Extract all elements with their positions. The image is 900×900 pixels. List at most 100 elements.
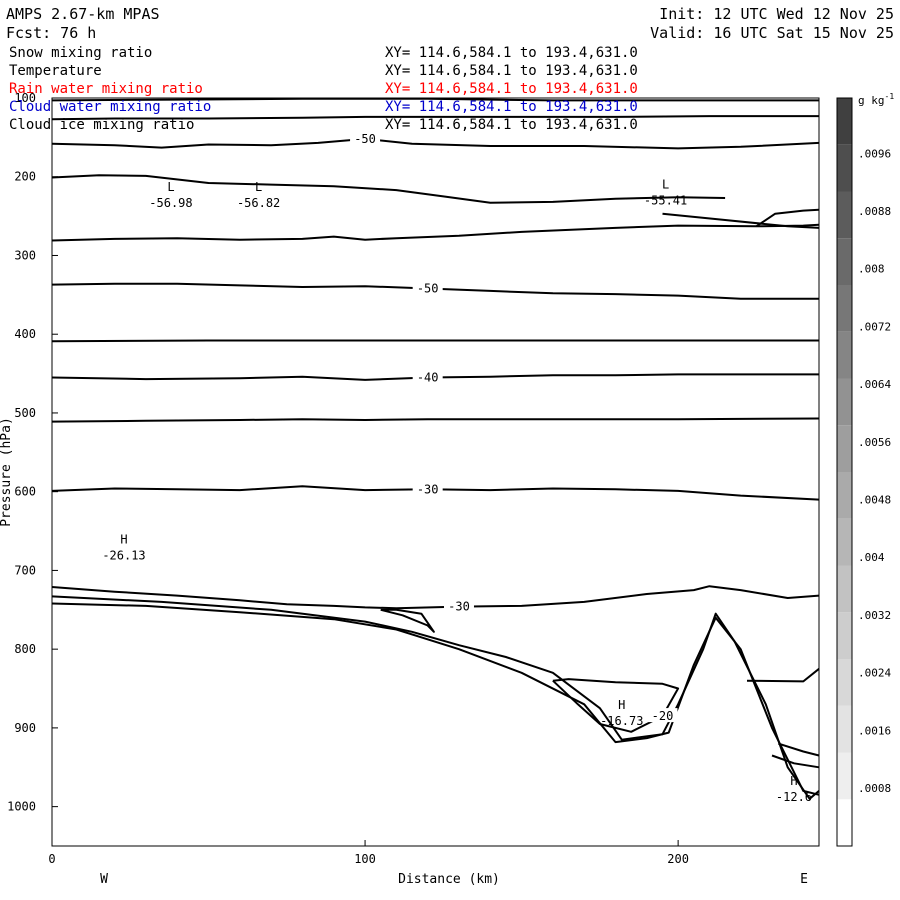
y-tick-label: 200 xyxy=(14,170,36,184)
y-tick-label: 100 xyxy=(14,91,36,105)
contour-line xyxy=(51,339,819,343)
y-tick-label: 700 xyxy=(14,563,36,577)
contour-label: -30 xyxy=(448,600,470,614)
plot-frame xyxy=(51,97,820,847)
extremum-value: -16.73 xyxy=(600,714,643,728)
contour-line xyxy=(51,602,820,796)
y-tick-label: 900 xyxy=(14,721,36,735)
variable-name: Rain water mixing ratio xyxy=(9,81,203,97)
contour-label-bg xyxy=(647,708,678,723)
variable-name: Cloud ice mixing ratio xyxy=(9,117,194,133)
axis-ticks: 0 100 200 100 200 300 400 500 600 700 800 900 1000 xyxy=(7,91,689,866)
colorbar-label: .0032 xyxy=(858,609,891,622)
contour-label: -30 xyxy=(417,482,439,496)
x-tick-label: 0 xyxy=(48,852,55,866)
east-label: E xyxy=(800,872,808,887)
contour-line xyxy=(51,595,820,800)
contour-label: -20 xyxy=(652,709,674,723)
x-axis-label: Distance (km) xyxy=(398,872,500,887)
contour-label-bg xyxy=(443,598,474,613)
contour-line xyxy=(51,97,819,102)
init-time: Init: 12 UTC Wed 12 Nov 25 xyxy=(659,5,894,23)
colorbar-swatch xyxy=(837,705,852,753)
contour-label-bg xyxy=(412,369,443,384)
contour-line xyxy=(380,608,435,633)
colorbar-swatch xyxy=(837,612,852,659)
colorbar-label: .0048 xyxy=(858,494,891,507)
forecast-hour: Fcst: 76 h xyxy=(6,24,96,42)
contour-line xyxy=(755,208,820,228)
variable-name: Snow mixing ratio xyxy=(9,45,152,61)
contour-line xyxy=(662,212,820,229)
contour-line xyxy=(51,174,726,204)
extremum-type: H xyxy=(120,533,127,547)
colorbar-label: .004 xyxy=(858,551,885,564)
extremum-value: -12.6 xyxy=(776,790,812,804)
extremum-type: L xyxy=(255,180,262,194)
y-tick-label: 500 xyxy=(14,406,36,420)
variable-coords: XY= 114.6,584.1 to 193.4,631.0 xyxy=(385,99,638,115)
temperature-contours: -50 -50 -40 -30 -30 -20 xyxy=(51,97,820,800)
colorbar-swatch xyxy=(837,144,852,192)
variable-list: Snow mixing ratio XY= 114.6,584.1 to 193.… xyxy=(9,45,638,133)
extremum-type: L xyxy=(662,177,669,191)
colorbar-swatch xyxy=(837,378,852,426)
variable-coords: XY= 114.6,584.1 to 193.4,631.0 xyxy=(385,117,638,133)
colorbar-label: .0064 xyxy=(858,378,891,391)
contour-label: -50 xyxy=(417,282,439,296)
colorbar-label: .0056 xyxy=(858,436,891,449)
y-tick-label: 400 xyxy=(14,327,36,341)
extremum-value: -55.41 xyxy=(644,193,687,207)
contour-line xyxy=(552,678,680,733)
valid-time: Valid: 16 UTC Sat 15 Nov 25 xyxy=(650,24,894,42)
colorbar-label: .008 xyxy=(858,263,885,276)
extremum-type: L xyxy=(167,180,174,194)
variable-coords: XY= 114.6,584.1 to 193.4,631.0 xyxy=(385,63,638,79)
contour-label-bg xyxy=(350,130,381,145)
figure-header: AMPS 2.67-km MPAS Fcst: 76 h Init: 12 UT… xyxy=(6,5,894,42)
colorbar-unit: g kg-1 xyxy=(858,92,894,107)
colorbar-swatch xyxy=(837,238,852,285)
contour-line xyxy=(777,742,820,757)
y-tick-label: 1000 xyxy=(7,800,36,814)
contour-line xyxy=(51,417,820,423)
variable-name: Cloud water mixing ratio xyxy=(9,99,211,115)
colorbar-swatch xyxy=(837,518,852,566)
colorbar-frame xyxy=(836,97,853,847)
variable-coords: XY= 114.6,584.1 to 193.4,631.0 xyxy=(385,81,638,97)
colorbar-label: .0024 xyxy=(858,667,891,680)
colorbar-swatch xyxy=(837,285,852,332)
extremum-value: -56.82 xyxy=(237,196,280,210)
contour-label: -40 xyxy=(417,371,439,385)
contour-label-bg xyxy=(412,481,443,496)
contour-line xyxy=(51,137,820,150)
west-label: W xyxy=(100,872,108,887)
colorbar-swatch xyxy=(837,425,852,472)
extremum-value: -56.98 xyxy=(149,196,192,210)
contour-line xyxy=(746,668,820,683)
y-tick-label: 600 xyxy=(14,485,36,499)
colorbar-swatch xyxy=(837,191,852,239)
variable-name: Temperature xyxy=(9,63,102,79)
colorbar-swatch xyxy=(837,799,852,846)
colorbar: g kg-1 .0008 .0016 .0024 .0032 .004 .0048 .005… xyxy=(836,92,894,847)
contour-line xyxy=(51,223,820,242)
contour-label-bg xyxy=(412,280,443,295)
colorbar-swatch xyxy=(837,752,852,800)
colorbar-label: .0072 xyxy=(858,320,891,333)
extremum-type: H xyxy=(790,774,797,788)
y-tick-label: 300 xyxy=(14,248,36,262)
plot-area: -50 -50 -40 -30 -30 -20 0 100 200 100 200 300 400 50… xyxy=(7,91,820,866)
y-tick-label: 800 xyxy=(14,642,36,656)
colorbar-swatch xyxy=(837,331,852,379)
colorbar-swatch xyxy=(837,472,852,519)
x-tick-label: 100 xyxy=(354,852,376,866)
colorbar-swatch xyxy=(837,659,852,706)
colorbar-swatch xyxy=(837,565,852,613)
extremum-value: -26.13 xyxy=(102,549,145,563)
extremum-type: H xyxy=(618,698,625,712)
contour-line xyxy=(771,754,820,769)
x-tick-label: 200 xyxy=(667,852,689,866)
colorbar-label: .0008 xyxy=(858,782,891,795)
